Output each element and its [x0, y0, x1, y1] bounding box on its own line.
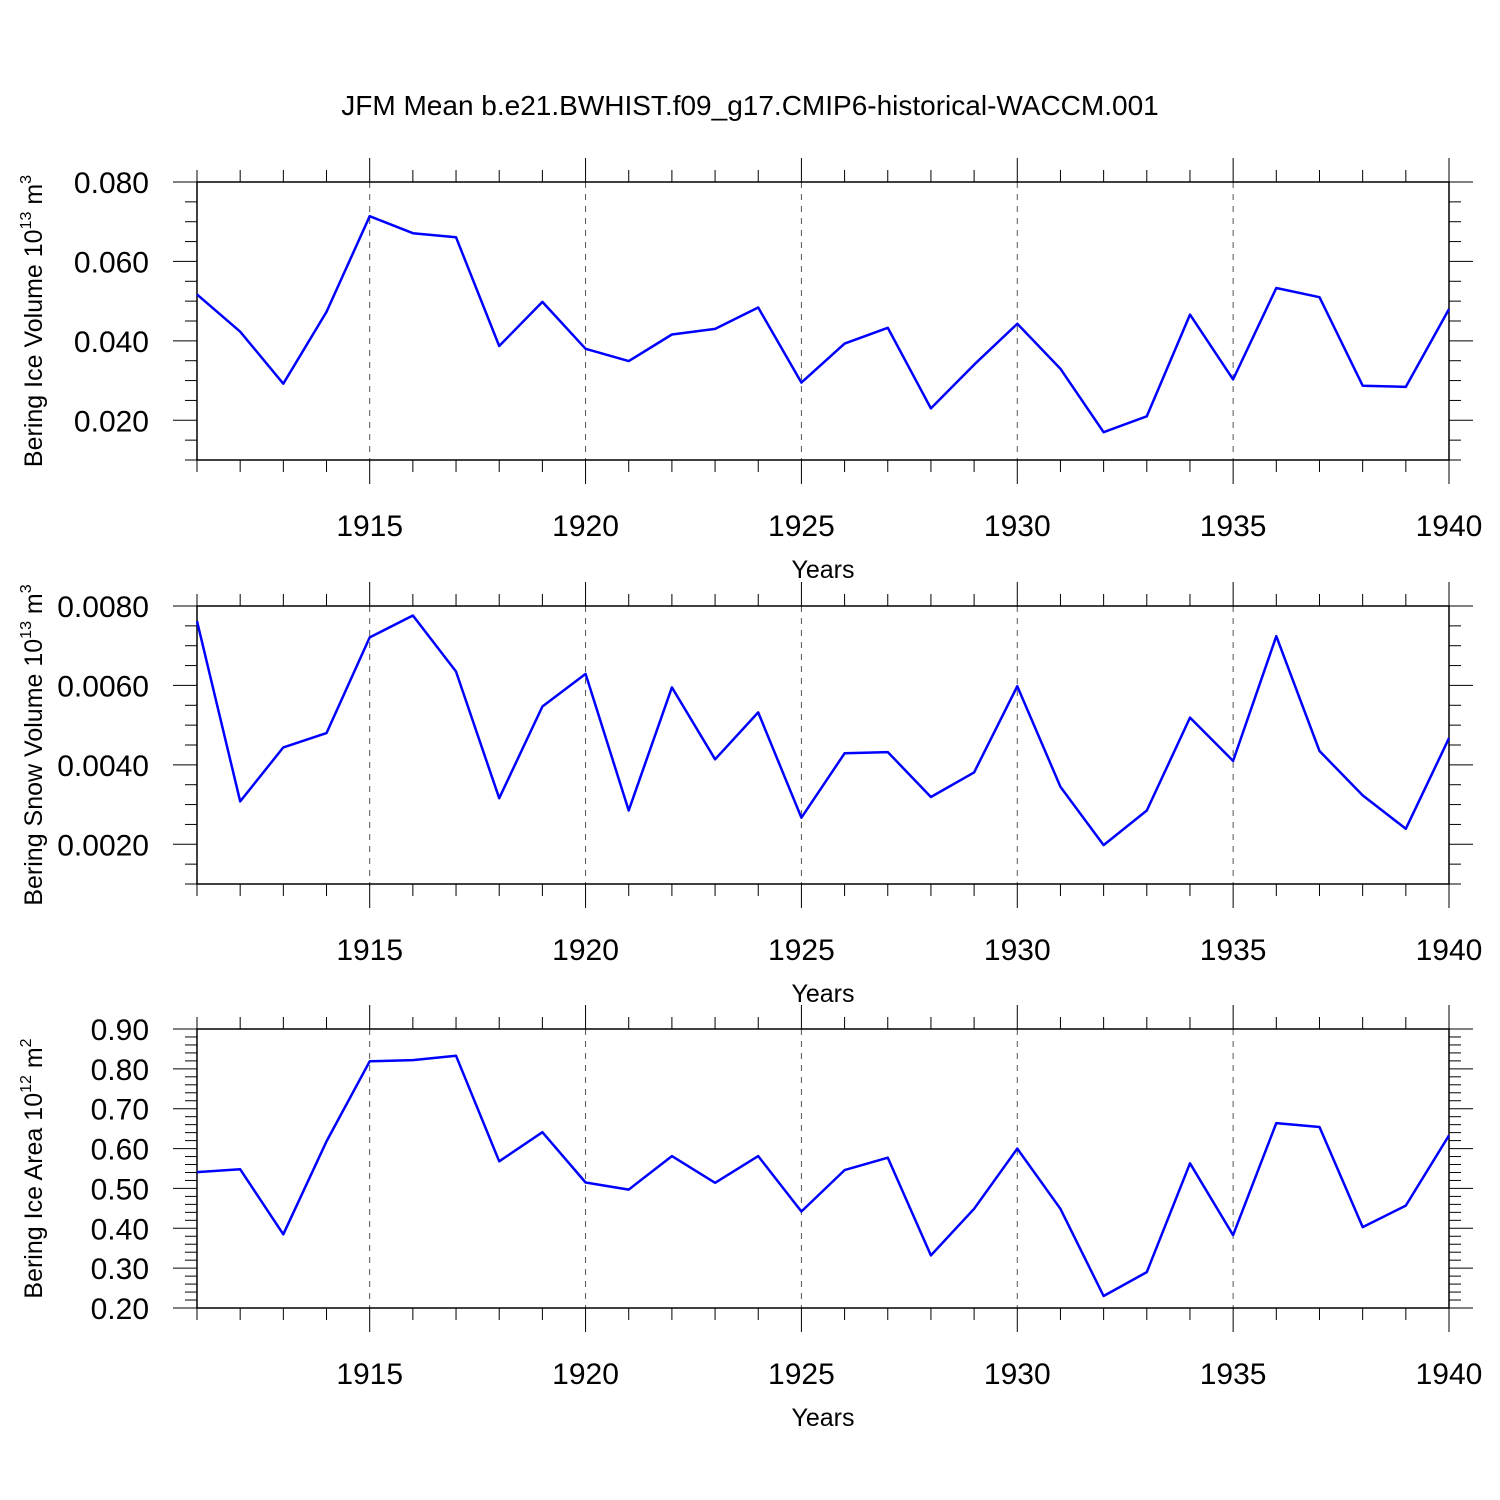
x-tick-label: 1935 [1200, 934, 1267, 967]
x-tick-label: 1940 [1416, 510, 1483, 543]
x-tick-label: 1920 [552, 1358, 619, 1391]
x-tick-label: 1930 [984, 934, 1051, 967]
x-tick-label: 1925 [768, 1358, 835, 1391]
x-axis-label: Years [791, 556, 854, 584]
x-tick-label: 1940 [1416, 1358, 1483, 1391]
x-tick-label: 1915 [336, 1358, 403, 1391]
series-line [196, 1054, 1451, 1298]
x-tick-label: 1935 [1200, 510, 1267, 543]
ice-area-panel: 0.20 0.30 0.40 0.50 0.60 0.70 0.80 0.90 1915 1920… [18, 1005, 1482, 1432]
y-tick-label: 0.0040 [57, 750, 149, 783]
x-tick-label: 1925 [768, 934, 835, 967]
plot-frame [196, 1028, 1450, 1309]
y-tick-label: 0.020 [74, 405, 149, 438]
ice-volume-panel: 0.020 0.040 0.060 0.080 1915 1920 1925 1930 1935… [18, 158, 1482, 584]
x-tick-label: 1915 [336, 510, 403, 543]
y-tick-label: 0.30 [91, 1253, 149, 1286]
x-tick-label: 1915 [336, 934, 403, 967]
y-tick-label: 0.080 [74, 167, 149, 200]
x-tick-label: 1925 [768, 510, 835, 543]
plot-frame [196, 605, 1450, 885]
x-tick-label: 1930 [984, 510, 1051, 543]
y-tick-label: 0.40 [91, 1213, 149, 1246]
figure-title: JFM Mean b.e21.BWHIST.f09_g17.CMIP6-hist… [341, 90, 1159, 121]
series-line [196, 214, 1451, 434]
y-tick-label: 0.0060 [57, 670, 149, 703]
y-tick-label: 0.040 [74, 326, 149, 359]
y-tick-label: 0.60 [91, 1134, 149, 1167]
snow-volume-panel: 0.0020 0.0040 0.0060 0.0080 1915 1920 1925 1930… [18, 582, 1482, 1008]
y-tick-label: 0.0020 [57, 829, 149, 862]
x-tick-label: 1920 [552, 934, 619, 967]
y-axis-label: Bering Ice Area 1012 m2 [18, 1038, 48, 1298]
x-tick-label: 1920 [552, 510, 619, 543]
x-axis-label: Years [791, 980, 854, 1008]
y-tick-label: 0.90 [91, 1014, 149, 1047]
y-tick-label: 0.70 [91, 1094, 149, 1127]
y-tick-label: 0.0080 [57, 591, 149, 624]
y-tick-label: 0.060 [74, 246, 149, 279]
y-axis-label: Bering Snow Volume 1013 m3 [18, 584, 48, 905]
x-axis-label: Years [791, 1404, 854, 1432]
x-tick-label: 1940 [1416, 934, 1483, 967]
x-tick-label: 1935 [1200, 1358, 1267, 1391]
x-tick-label: 1930 [984, 1358, 1051, 1391]
y-axis-label: Bering Ice Volume 1013 m3 [18, 175, 48, 467]
y-tick-label: 0.20 [91, 1293, 149, 1326]
y-tick-label: 0.80 [91, 1054, 149, 1087]
series-line [195, 614, 1451, 847]
y-tick-label: 0.50 [91, 1173, 149, 1206]
